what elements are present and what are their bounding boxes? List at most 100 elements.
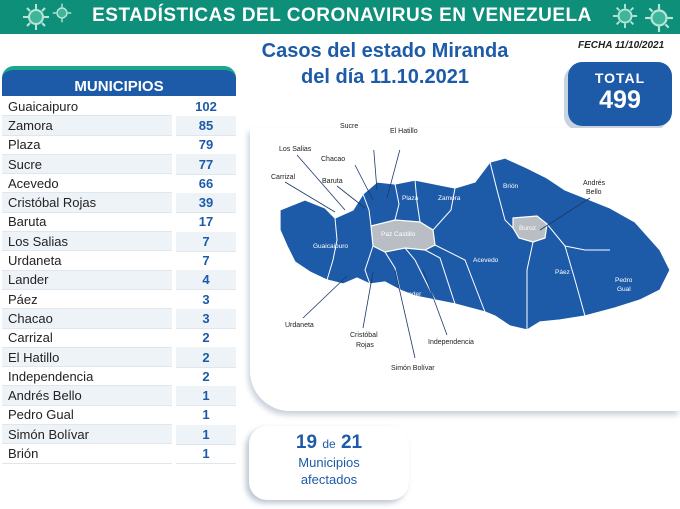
report-date: FECHA 11/10/2021 xyxy=(578,40,665,51)
map-label-cristobal-rojas-2: Rojas xyxy=(356,342,374,349)
total-card: TOTAL 499 xyxy=(568,62,672,126)
map-label-los-salias: Los Salias xyxy=(279,146,312,153)
table-row: Guaicaipuro 102 xyxy=(2,97,236,117)
map-label-guaicaipuro: Guaicaipuro xyxy=(313,243,348,250)
municipio-cases: 1 xyxy=(176,424,236,445)
map-region-paz-castillo xyxy=(370,219,436,253)
table-row: Cristóbal Rojas 39 xyxy=(2,192,236,214)
table-row: Simón Bolívar 1 xyxy=(2,424,236,445)
subtitle-line-1: Casos del estado Miranda xyxy=(261,40,509,62)
map-label-cristobal-rojas-1: Cristóbal xyxy=(350,332,378,339)
municipio-name: Plaza xyxy=(2,136,172,155)
municipio-name: Carrizal xyxy=(2,329,172,348)
map-label-andres-bello-1: Andrés xyxy=(583,180,606,187)
municipio-cases: 17 xyxy=(176,212,236,233)
map-label-chacao: Chacao xyxy=(321,156,346,163)
municipio-name: Andrés Bello xyxy=(2,386,172,406)
municipio-cases: 66 xyxy=(176,174,236,194)
virus-icon xyxy=(23,4,49,30)
table-row: Urdaneta 7 xyxy=(2,251,236,272)
municipio-cases: 2 xyxy=(176,328,236,349)
page-title: ESTADÍSTICAS DEL CORONAVIRUS EN VENEZUEL… xyxy=(92,5,592,26)
map-label-independencia: Independencia xyxy=(428,339,474,346)
municipio-cases: 2 xyxy=(176,347,236,368)
map-label-el-hatillo: El Hatillo xyxy=(390,128,418,135)
report-subtitle: Casos del estado Miranda del día 11.10.2… xyxy=(240,38,530,90)
map-label-lander: Lander xyxy=(401,291,422,298)
total-value: 499 xyxy=(599,86,641,114)
municipio-cases: 7 xyxy=(176,251,236,272)
table-row: Chacao 3 xyxy=(2,308,236,330)
municipio-cases: 39 xyxy=(176,192,236,214)
municipio-name: Urdaneta xyxy=(2,251,172,271)
total-label: TOTAL xyxy=(594,70,646,86)
municipio-cases: 4 xyxy=(176,270,236,291)
municipio-cases: 1 xyxy=(176,444,236,465)
map-label-paez: Páez xyxy=(555,269,570,276)
map-region-buroz xyxy=(512,215,548,243)
map-label-urdaneta: Urdaneta xyxy=(285,322,314,329)
municipio-name: El Hatillo xyxy=(2,347,172,368)
municipio-name: Chacao xyxy=(2,309,172,329)
municipio-cases: 7 xyxy=(176,231,236,252)
map-label-paz-castillo: Paz Castillo xyxy=(381,231,416,238)
municipios-header: MUNICIPIOS xyxy=(2,66,236,96)
affected-total: 21 xyxy=(340,432,363,453)
municipio-name: Simón Bolívar xyxy=(2,425,172,445)
table-row: Acevedo 66 xyxy=(2,174,236,194)
municipio-cases: 77 xyxy=(176,154,236,175)
table-row: Brión 1 xyxy=(2,444,236,465)
table-row: Zamora 85 xyxy=(2,115,236,137)
table-row: Páez 3 xyxy=(2,289,236,310)
table-row: Los Salias 7 xyxy=(2,231,236,252)
table-row: El Hatillo 2 xyxy=(2,347,236,368)
header-banner: ESTADÍSTICAS DEL CORONAVIRUS EN VENEZUEL… xyxy=(0,0,680,34)
map-label-pedro-gual-2: Gual xyxy=(617,286,631,293)
map-label-zamora: Zamora xyxy=(438,195,461,202)
map-label-andres-bello-2: Bello xyxy=(586,189,602,196)
municipio-cases: 2 xyxy=(176,367,236,387)
municipio-cases: 85 xyxy=(176,115,236,137)
affected-line-1: Municipios xyxy=(298,455,360,470)
table-row: Carrizal 2 xyxy=(2,328,236,349)
municipio-name: Lander xyxy=(2,270,172,290)
map-label-plaza: Plaza xyxy=(402,195,419,202)
virus-icon xyxy=(645,4,673,32)
table-row: Lander 4 xyxy=(2,270,236,291)
municipio-name: Zamora xyxy=(2,116,172,136)
municipio-name: Sucre xyxy=(2,154,172,175)
table-row: Pedro Gual 1 xyxy=(2,405,236,426)
municipio-name: Pedro Gual xyxy=(2,406,172,426)
map-region-west xyxy=(279,157,671,331)
affected-count: 19 xyxy=(295,432,318,453)
municipio-cases: 1 xyxy=(176,385,236,407)
map-label-brion: Brión xyxy=(503,183,519,190)
virus-icon xyxy=(52,3,72,23)
municipios-table: Guaicaipuro 102 Zamora 85 Plaza 79 Sucre 77 Acev… xyxy=(2,97,236,465)
virus-icon xyxy=(612,3,638,29)
municipio-name: Independencia xyxy=(2,367,172,387)
municipio-cases: 3 xyxy=(176,289,236,310)
table-row: Sucre 77 xyxy=(2,154,236,175)
municipio-name: Páez xyxy=(2,290,172,310)
table-row: Baruta 17 xyxy=(2,212,236,233)
miranda-map: Plaza Zamora Brión Buroz Paz Castillo Gu… xyxy=(279,150,671,359)
map-label-sucre: Sucre xyxy=(340,123,359,130)
affected-line-2: afectados xyxy=(300,472,358,487)
map-label-pedro-gual-1: Pedro xyxy=(615,277,633,284)
map-label-baruta: Baruta xyxy=(322,178,343,185)
map-label-buroz: Buroz xyxy=(519,225,536,232)
municipio-cases: 79 xyxy=(176,135,236,156)
municipio-cases: 1 xyxy=(176,405,236,426)
subtitle-line-2: del día 11.10.2021 xyxy=(301,66,469,88)
table-row: Plaza 79 xyxy=(2,135,236,156)
municipio-name: Los Salias xyxy=(2,232,172,252)
municipio-name: Baruta xyxy=(2,213,172,233)
municipio-name: Acevedo xyxy=(2,174,172,194)
map-label-carrizal: Carrizal xyxy=(271,174,296,181)
map-label-simon-bolivar: Simón Bolívar xyxy=(391,365,435,372)
affected-card: 19 de 21 Municipios afectados xyxy=(249,426,409,500)
affected-connector: de xyxy=(322,437,336,451)
municipio-cases: 3 xyxy=(176,308,236,330)
affected-ratio: 19 de 21 xyxy=(249,432,409,454)
